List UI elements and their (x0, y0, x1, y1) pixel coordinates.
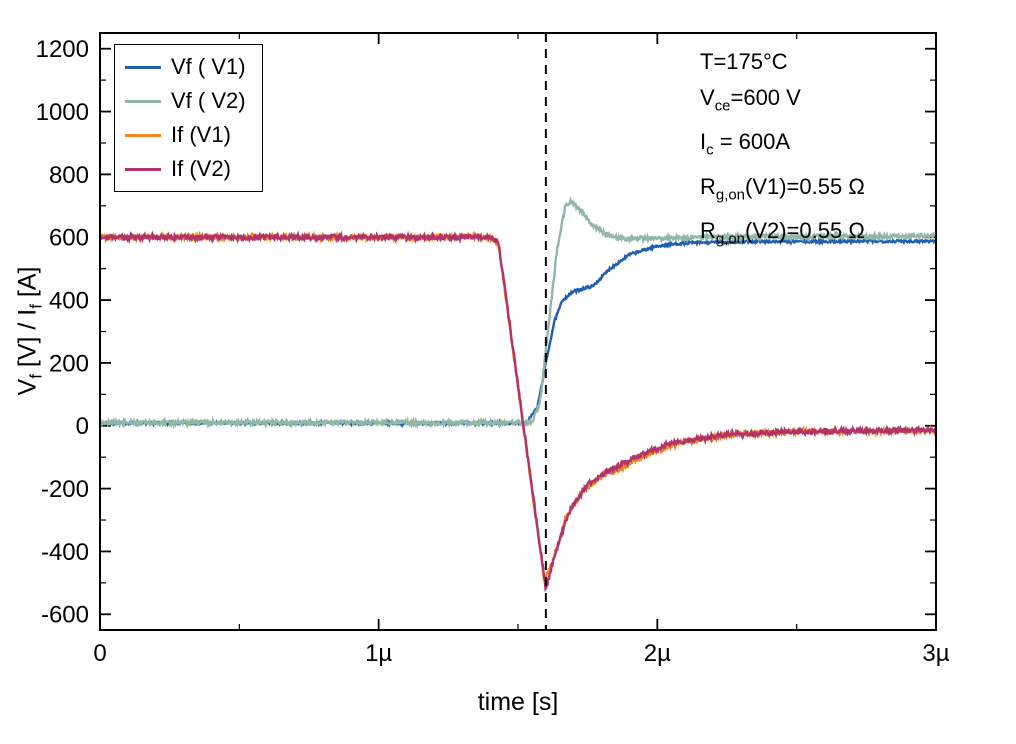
text-segment: (V1)=0.55 Ω (745, 173, 865, 199)
legend-item: Vf ( V1) (125, 52, 246, 82)
svg-text:2µ: 2µ (644, 640, 671, 667)
svg-text:0: 0 (76, 413, 89, 440)
legend-swatch-line (125, 133, 161, 137)
text-segment: (V2)=0.55 Ω (745, 218, 865, 244)
legend: Vf ( V1) Vf ( V2) If (V1) If (V2) (114, 44, 263, 192)
subscript-segment: ce (714, 97, 731, 115)
tick-labels: 0 1µ 2µ 3µ -600 -400 -200 0 200 400 600 800 1000 1200 (36, 36, 950, 667)
legend-item: Vf ( V2) (125, 86, 246, 116)
series-line-4 (100, 230, 936, 593)
text-segment: T=175°C (700, 49, 788, 74)
legend-label: Vf ( V2) (171, 88, 246, 113)
subscript-segment: g,on (715, 230, 745, 248)
legend-item: If (V1) (125, 120, 246, 150)
svg-text:400: 400 (49, 287, 89, 314)
svg-text:1000: 1000 (36, 99, 89, 126)
subscript-segment: g,on (715, 186, 745, 204)
annotation-line: Vce=600 V (700, 80, 865, 124)
subscript-segment: f (26, 304, 46, 309)
svg-text:800: 800 (49, 162, 89, 189)
legend-item: If (V2) (125, 154, 246, 184)
text-segment: R (700, 173, 716, 199)
svg-text:1200: 1200 (36, 36, 89, 63)
legend-swatch-line (125, 99, 161, 103)
svg-text:-600: -600 (41, 602, 89, 629)
series-group (100, 195, 936, 593)
annotation-line: Ic = 600A (700, 124, 865, 168)
svg-text:3µ: 3µ (922, 640, 949, 667)
legend-label: If (V2) (171, 156, 231, 181)
text-segment: V (13, 378, 42, 396)
annotation-line: T=175°C (700, 44, 865, 80)
svg-text:0: 0 (93, 640, 106, 667)
text-segment: V (700, 85, 715, 110)
svg-text:-400: -400 (41, 539, 89, 566)
series-line-2 (100, 195, 936, 430)
subscript-segment: f (26, 374, 46, 379)
svg-text:-200: -200 (41, 476, 89, 503)
text-segment: =600 V (730, 85, 801, 110)
annotations-block: T=175°C Vce=600 V Ic = 600A Rg,on(V1)=0.55 … (700, 44, 865, 258)
text-segment: [A] (13, 266, 42, 305)
legend-swatch-line (125, 167, 161, 171)
legend-swatch-line (125, 65, 161, 69)
y-axis-label: Vf [V] / If [A] (14, 267, 47, 396)
annotation-line: Rg,on(V2)=0.55 Ω (700, 213, 865, 257)
text-segment: R (700, 218, 716, 244)
text-segment: = 600A (713, 129, 791, 155)
series-line-3 (100, 230, 936, 585)
subscript-segment: c (706, 141, 714, 159)
svg-text:200: 200 (49, 350, 89, 377)
text-segment: [V] / I (13, 308, 42, 375)
annotation-line: Rg,on(V1)=0.55 Ω (700, 169, 865, 213)
x-axis-label: time [s] (477, 688, 559, 716)
legend-label: Vf ( V1) (171, 54, 246, 79)
svg-text:1µ: 1µ (365, 640, 392, 667)
text-segment: I (700, 129, 707, 155)
plot-frame (99, 32, 937, 631)
legend-label: If (V1) (171, 122, 231, 147)
svg-text:600: 600 (49, 225, 89, 252)
